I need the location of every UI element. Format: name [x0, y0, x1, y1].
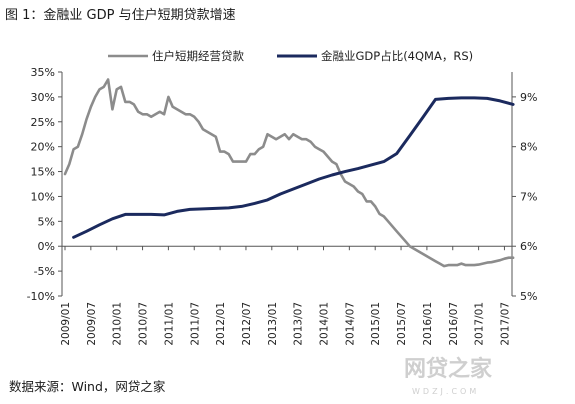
right-tick-label: 8%	[520, 141, 537, 154]
axes: -10% -5% 0% 5% 10% 15% 20% 25% 30% 35% 5% 6% 7% 8% 9% 2…	[27, 66, 538, 346]
left-tick-label: 35%	[31, 66, 55, 79]
right-tick-label: 6%	[520, 240, 537, 253]
left-tick-label: 30%	[31, 91, 55, 104]
legend-label: 金融业GDP占比(4QMA，RS)	[321, 49, 473, 63]
watermark: 网贷之家 WDZJ.COM	[404, 356, 493, 396]
x-tick-label: 2010/07	[138, 302, 150, 346]
left-tick-label: 0%	[38, 240, 55, 253]
series-line-household-loans	[63, 78, 515, 268]
x-tick-label: 2017/01	[474, 302, 486, 346]
x-tick-label: 2016/07	[448, 302, 460, 346]
x-tick-label: 2012/01	[215, 302, 227, 346]
x-tick-label: 2015/07	[396, 302, 408, 346]
x-tick-label: 2010/01	[112, 302, 124, 346]
series-line-finance-gdp-share	[72, 96, 515, 239]
left-tick-label: 20%	[31, 141, 55, 154]
x-tick-label: 2012/07	[241, 302, 253, 346]
left-tick-label: -5%	[34, 265, 55, 278]
x-tick-label: 2013/07	[293, 302, 305, 346]
x-tick-label: 2016/01	[422, 302, 434, 346]
legend-label: 住户短期经营贷款	[152, 49, 244, 63]
right-tick-label: 7%	[520, 190, 537, 203]
left-tick-label: 25%	[31, 116, 55, 129]
x-tick-label: 2015/01	[370, 302, 382, 346]
x-tick-label: 2014/01	[319, 302, 331, 346]
x-tick-label: 2014/07	[344, 302, 356, 346]
x-tick-label: 2017/07	[499, 302, 511, 346]
x-tick-label: 2011/07	[189, 302, 201, 346]
watermark-subtext: WDZJ.COM	[412, 387, 479, 396]
x-tick-label: 2011/01	[163, 302, 175, 346]
left-tick-label: -10%	[27, 290, 55, 303]
left-tick-label: 5%	[38, 215, 55, 228]
chart-title: 图 1：金融业 GDP 与住户短期贷款增速	[5, 8, 236, 23]
x-tick-label: 2013/01	[267, 302, 279, 346]
legend: 住户短期经营贷款 金融业GDP占比(4QMA，RS)	[108, 49, 473, 63]
left-tick-label: 10%	[31, 190, 55, 203]
x-tick-label: 2009/07	[86, 302, 98, 346]
x-tick-label: 2009/01	[60, 302, 72, 346]
watermark-text: 网贷之家	[404, 356, 493, 382]
source-note: 数据来源：Wind，网贷之家	[9, 379, 166, 394]
left-tick-label: 15%	[31, 166, 55, 179]
series-layer	[63, 78, 515, 268]
right-tick-label: 9%	[520, 91, 537, 104]
right-tick-label: 5%	[520, 290, 537, 303]
